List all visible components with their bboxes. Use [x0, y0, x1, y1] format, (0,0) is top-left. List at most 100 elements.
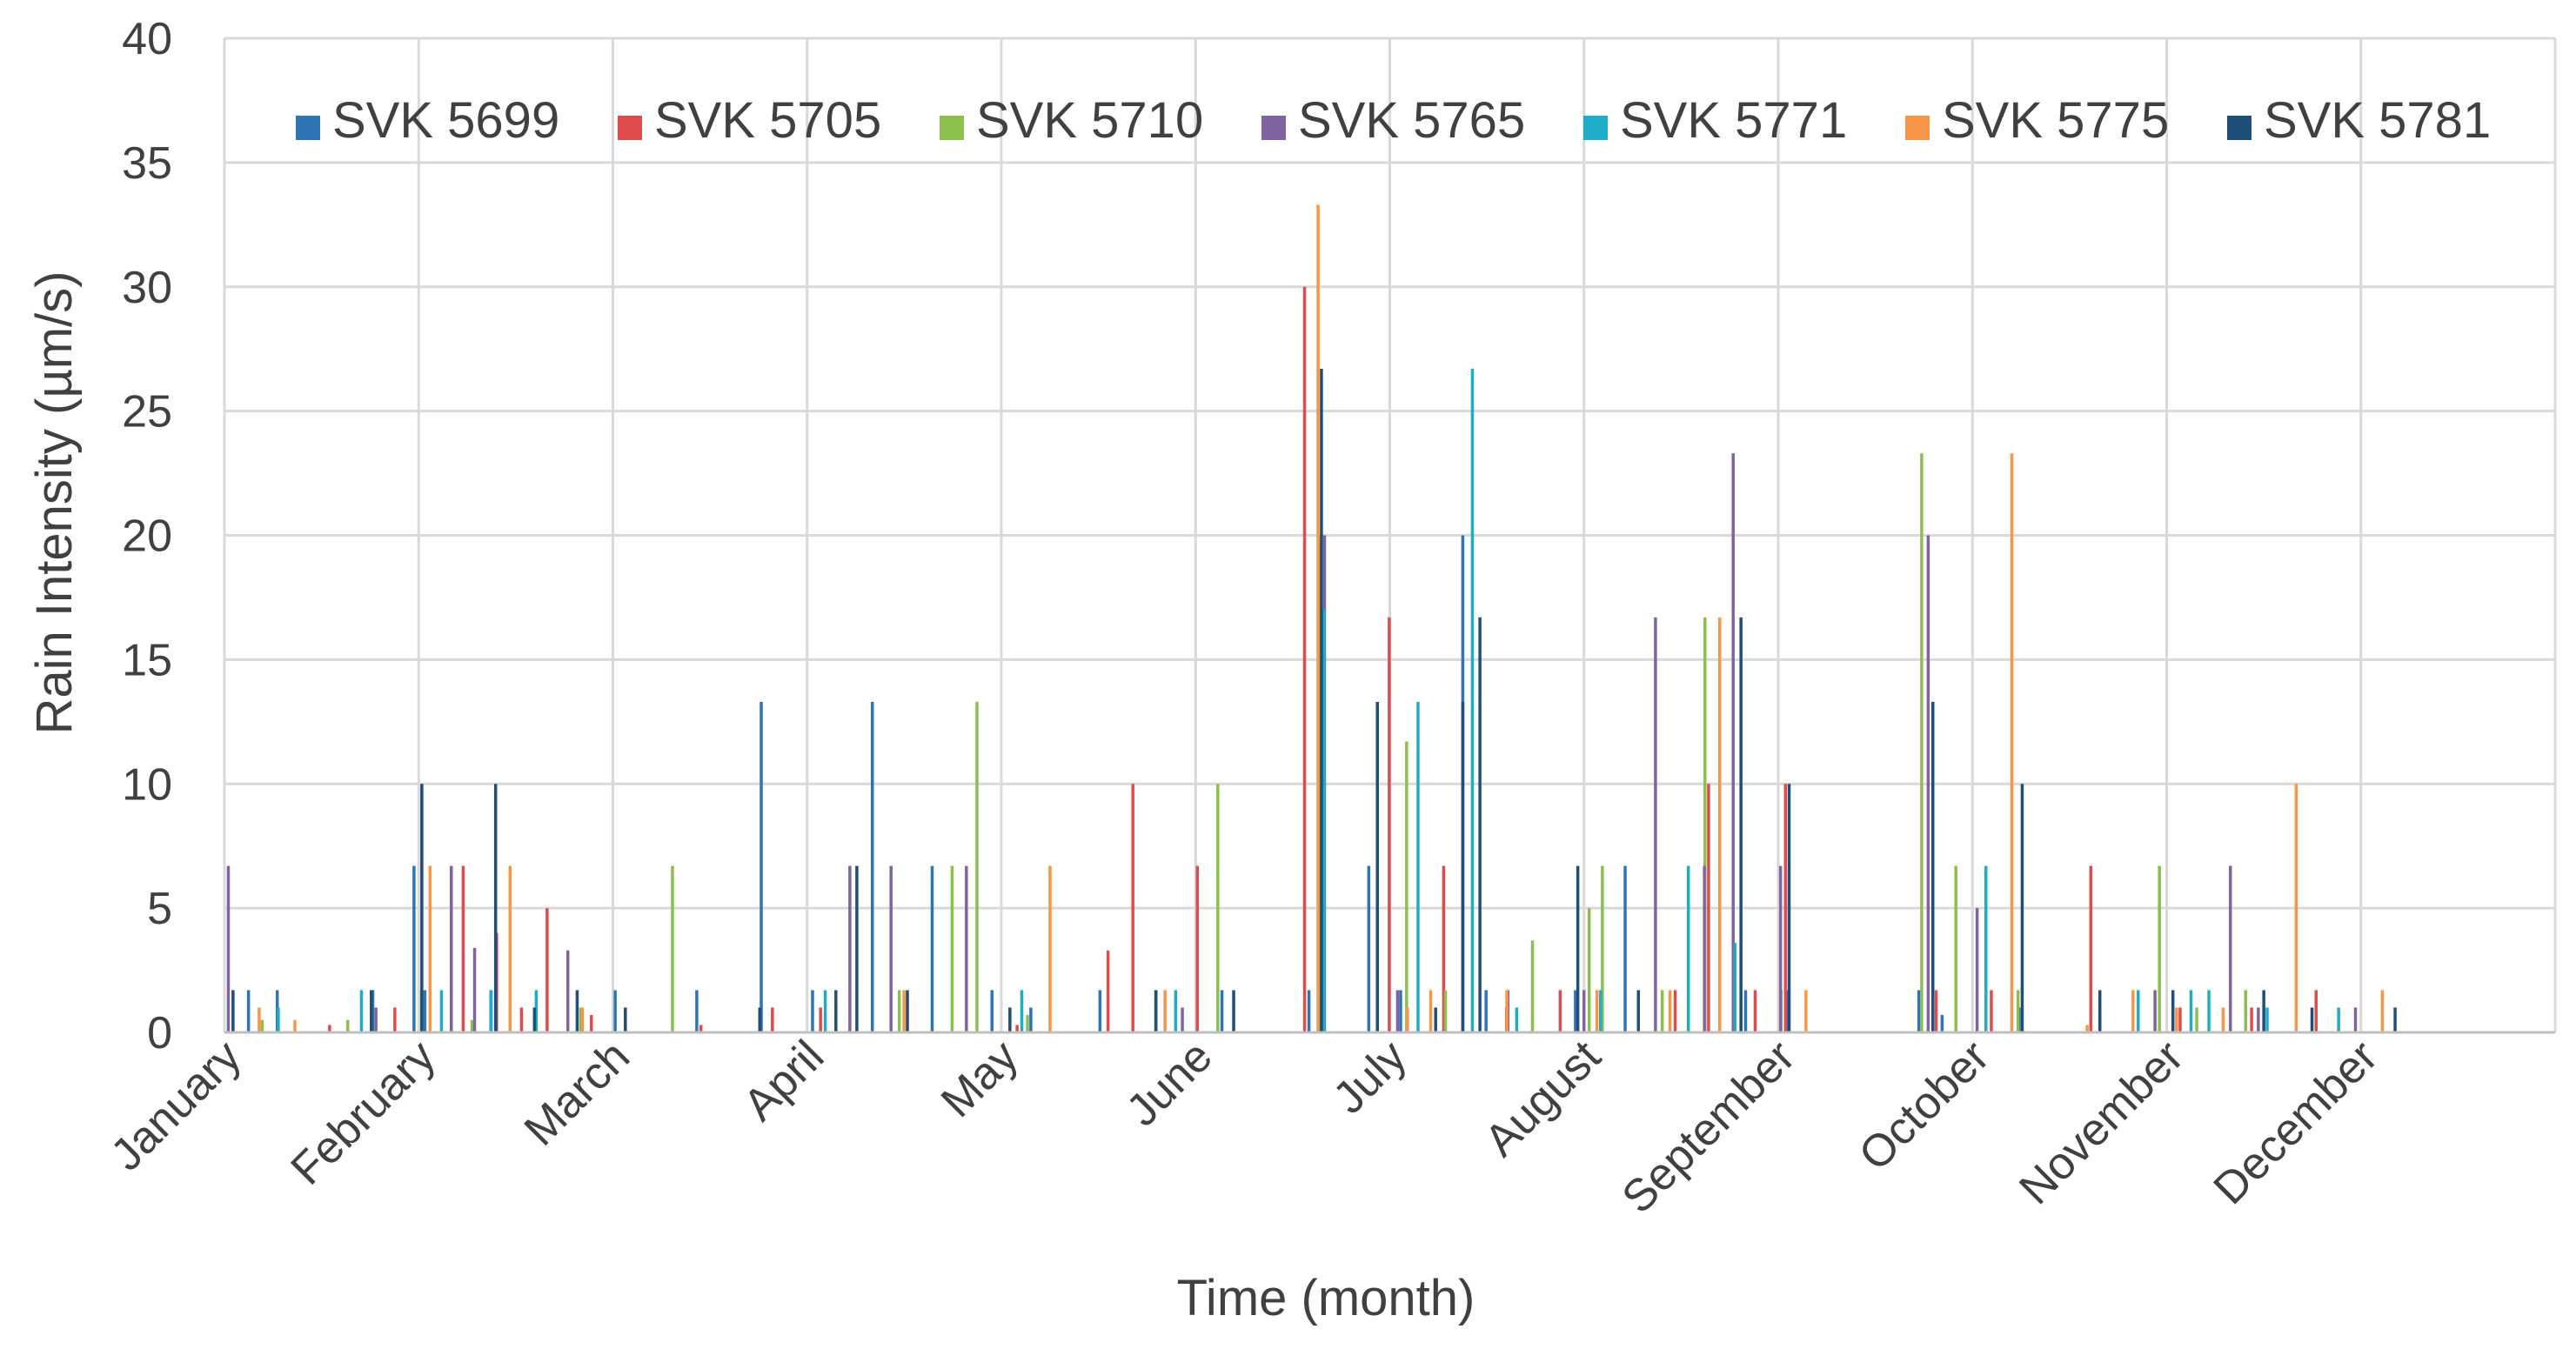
bar-svk-5710-1 — [345, 1019, 350, 1032]
bar-svk-5781-12 — [1154, 990, 1158, 1032]
bar-svk-5781-18 — [1478, 617, 1482, 1032]
bar-svk-5781-21 — [1739, 617, 1743, 1032]
legend-item-svk-5710: SVK 5710 — [940, 92, 1203, 149]
bar-svk-5710-26 — [2244, 990, 2248, 1032]
bar-svk-5765-2 — [450, 865, 453, 1032]
bar-svk-5775-22 — [2380, 990, 2385, 1032]
bar-svk-5705-19 — [1673, 990, 1677, 1032]
y-tick-label-2: 10 — [122, 759, 172, 810]
bar-svk-5705-2 — [461, 865, 465, 1032]
bar-svk-5705-20 — [1707, 784, 1710, 1032]
legend-item-svk-5765: SVK 5765 — [1261, 92, 1525, 149]
bar-svk-5781-26 — [2171, 990, 2175, 1032]
bar-svk-5710-24 — [2158, 865, 2161, 1032]
bar-svk-5765-15 — [1731, 453, 1735, 1032]
bar-svk-5765-1 — [374, 1007, 378, 1032]
bar-svk-5765-12 — [1582, 990, 1586, 1032]
legend-item-svk-5771: SVK 5771 — [1583, 92, 1847, 149]
bar-svk-5775-4 — [580, 1007, 585, 1032]
bar-svk-5699-0 — [246, 990, 251, 1032]
bar-svk-5710-22 — [1954, 865, 1957, 1032]
bar-svk-5710-9 — [1026, 1014, 1029, 1032]
bar-svk-5699-18 — [1399, 990, 1402, 1032]
bar-svk-5781-23 — [1930, 701, 1935, 1032]
bar-svk-5781-20 — [1636, 990, 1641, 1032]
bar-svk-5765-5 — [848, 865, 852, 1032]
bar-svk-5781-22 — [1787, 784, 1791, 1032]
bar-svk-5705-27 — [2250, 1007, 2253, 1032]
bar-svk-5710-7 — [950, 865, 954, 1032]
legend: SVK 5699 SVK 5705 SVK 5710 SVK 5765 SVK 5771… — [296, 92, 2491, 149]
bar-svk-5771-5 — [823, 990, 827, 1032]
bar-svk-5705-14 — [1302, 286, 1307, 1032]
series-svk-5771 — [277, 369, 2340, 1032]
bar-svk-5775-6 — [1048, 865, 1052, 1032]
y-axis-title: Rain Intensity (µm/s) — [26, 271, 83, 735]
bar-svk-5699-15 — [1220, 990, 1224, 1032]
x-axis-title: Time (month) — [1177, 1270, 1475, 1326]
bar-svk-5710-19 — [1703, 617, 1707, 1032]
bar-svk-5775-20 — [2221, 1007, 2225, 1032]
legend-swatch — [940, 116, 964, 140]
bar-svk-5710-11 — [1216, 784, 1220, 1032]
bar-svk-5699-4 — [423, 990, 427, 1032]
legend-label: SVK 5781 — [2264, 92, 2491, 149]
bar-svk-5765-10 — [1395, 990, 1400, 1032]
legend-swatch — [618, 116, 642, 140]
bar-svk-5710-15 — [1530, 940, 1535, 1032]
bar-svk-5781-4 — [532, 1007, 537, 1032]
bar-svk-5775-1 — [293, 1019, 297, 1032]
bar-svk-5765-4 — [565, 950, 570, 1032]
bar-svk-5771-11 — [1515, 1007, 1519, 1032]
bar-svk-5699-8 — [759, 701, 763, 1032]
bar-svk-5699-14 — [1098, 990, 1102, 1032]
legend-swatch — [1583, 116, 1608, 140]
legend-label: SVK 5765 — [1298, 92, 1525, 149]
bar-svk-5765-6 — [889, 865, 893, 1032]
bar-svk-5710-5 — [671, 865, 674, 1032]
bar-svk-5781-10 — [906, 990, 909, 1032]
bar-svk-5710-6 — [897, 990, 901, 1032]
gridlines — [223, 37, 2557, 1034]
y-tick-label-1: 5 — [147, 884, 172, 934]
bar-svk-5705-7 — [699, 1025, 703, 1032]
y-tick-label-5: 25 — [122, 387, 172, 437]
bar-svk-5781-27 — [2262, 990, 2265, 1032]
y-tick-label-8: 40 — [122, 14, 172, 64]
bar-svk-5699-17 — [1367, 865, 1371, 1032]
bar-svk-5775-19 — [2175, 1007, 2178, 1032]
y-tick-label-3: 15 — [122, 635, 172, 685]
bar-svk-5765-13 — [1654, 617, 1657, 1032]
bar-svk-5705-25 — [2089, 865, 2093, 1032]
bar-svk-5710-8 — [975, 701, 979, 1032]
bar-svk-5771-15 — [1984, 865, 1988, 1032]
bar-svk-5705-23 — [1934, 990, 1938, 1032]
y-tick-label-4: 20 — [122, 511, 172, 562]
bar-svk-5781-9 — [855, 865, 859, 1032]
bar-svk-5781-28 — [2310, 1007, 2314, 1032]
bar-svk-5699-22 — [1623, 865, 1627, 1032]
bar-svk-5705-18 — [1558, 990, 1562, 1032]
bar-svk-5775-8 — [1316, 204, 1320, 1032]
bar-svk-5771-9 — [1416, 701, 1420, 1032]
bar-svk-5699-6 — [613, 990, 617, 1032]
bar-svk-5775-5 — [902, 990, 906, 1032]
bar-svk-5775-2 — [428, 865, 432, 1032]
legend-swatch — [1905, 116, 1930, 140]
bar-svk-5765-21 — [2228, 865, 2232, 1032]
bar-svk-5771-4 — [534, 990, 539, 1032]
bar-svk-5775-17 — [2085, 1025, 2089, 1032]
bar-svk-5710-16 — [1587, 908, 1591, 1032]
legend-swatch — [1261, 116, 1286, 140]
bar-svk-5765-18 — [1975, 908, 1979, 1032]
bar-svk-5705-9 — [819, 1007, 822, 1032]
legend-swatch — [2227, 116, 2251, 140]
bar-svk-5771-20 — [2337, 1007, 2340, 1032]
bar-svk-5781-3 — [493, 784, 498, 1032]
bar-svk-5705-5 — [545, 908, 549, 1032]
bar-svk-5710-0 — [260, 1019, 264, 1032]
bar-svk-5705-4 — [519, 1007, 524, 1032]
bar-svk-5781-7 — [758, 1007, 762, 1032]
bar-svk-5771-7 — [1174, 990, 1178, 1032]
